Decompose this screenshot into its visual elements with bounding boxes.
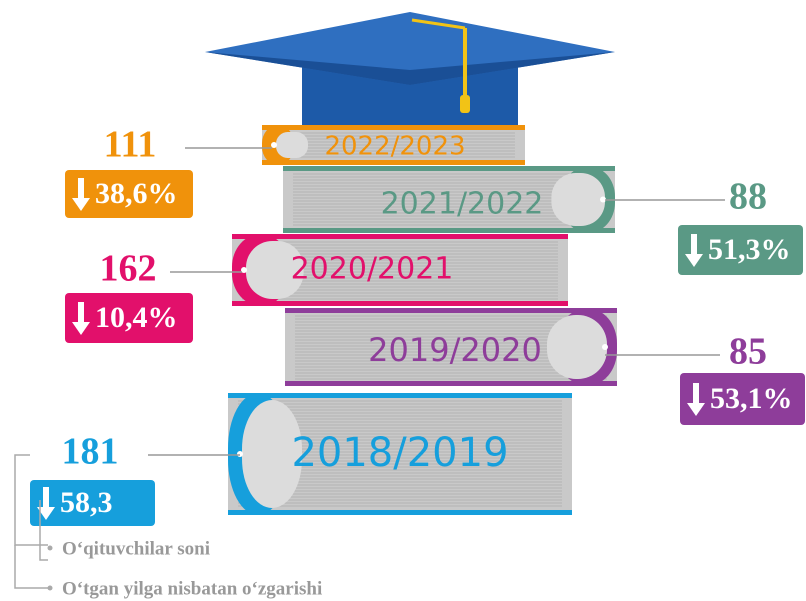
book-cover — [285, 381, 617, 386]
spine-dot — [237, 451, 243, 457]
legend-label: O‘qituvchilar soni — [62, 538, 210, 559]
labels: 111 38,6% 88 51,3% 162 10,4% 85 53,1% 181 58,3 — [30, 124, 805, 526]
spine-dot — [241, 267, 247, 273]
spine-dot — [602, 344, 608, 350]
change-badge — [65, 293, 193, 343]
count: 88 — [729, 176, 767, 218]
count: 162 — [100, 248, 157, 290]
book-cover — [283, 166, 615, 171]
down-arrow — [72, 178, 90, 211]
change-badge — [30, 480, 155, 526]
count: 85 — [729, 331, 767, 373]
change: 58,3 — [60, 486, 113, 519]
book-spine-inner — [551, 173, 605, 226]
year-label: 2019/2020 — [368, 331, 542, 369]
change-badge — [680, 373, 805, 425]
change-badge — [65, 170, 193, 218]
down-arrow — [37, 487, 55, 520]
book-stack: 2022/2023 2021/2022 2020/2021 2019/2020 2018… — [228, 125, 617, 515]
change: 51,3% — [708, 233, 791, 266]
book-spine-inner — [276, 132, 308, 158]
spine-dot — [271, 142, 277, 148]
book-spine-inner — [242, 400, 302, 508]
legend: O‘qituvchilar soni O‘tgan yilga nisbatan… — [14, 454, 322, 599]
book-cover — [285, 308, 617, 313]
down-arrow — [687, 383, 705, 416]
down-arrow — [685, 234, 703, 267]
book-cover — [262, 160, 525, 165]
change-badge — [678, 225, 803, 275]
year-label: 2018/2019 — [291, 430, 508, 476]
book-cover — [228, 510, 572, 515]
book-cover — [232, 234, 568, 239]
graduation-cap — [205, 12, 615, 128]
year-label: 2021/2022 — [381, 187, 544, 222]
book-spine-inner — [547, 315, 607, 379]
spine-dot — [600, 196, 606, 203]
year-label: 2022/2023 — [324, 132, 465, 162]
change: 53,1% — [710, 382, 793, 415]
book-cover — [232, 301, 568, 306]
book-cover — [228, 393, 572, 398]
change: 10,4% — [95, 301, 178, 334]
down-arrow — [72, 302, 90, 335]
year-label: 2020/2021 — [291, 252, 454, 287]
legend-label: O‘tgan yilga nisbatan o‘zgarishi — [62, 578, 322, 599]
book-cover — [262, 125, 525, 130]
count: 111 — [104, 124, 157, 166]
change: 38,6% — [95, 177, 178, 210]
book-cover — [283, 228, 615, 233]
count: 181 — [62, 431, 119, 473]
book-spine-inner — [246, 241, 304, 299]
